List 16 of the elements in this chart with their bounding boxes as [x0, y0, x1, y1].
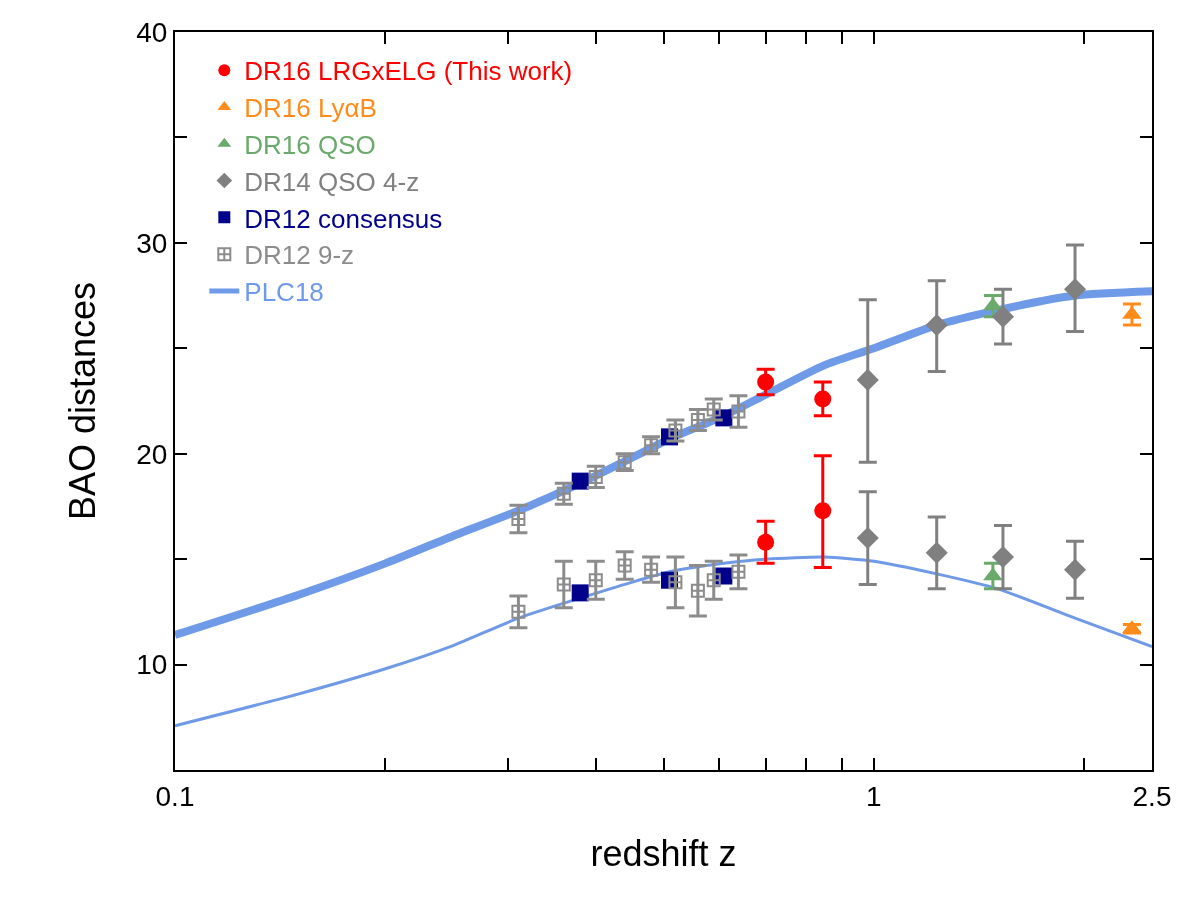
- legend-label: DR16 QSO: [244, 129, 376, 160]
- legend-label: PLC18: [244, 277, 324, 308]
- legend-label: DR16 LyαB: [244, 93, 377, 124]
- y-axis-title: BAO distances: [61, 281, 103, 521]
- legend-label: DR12 consensus: [244, 203, 443, 234]
- y-tick-label: 30: [136, 227, 168, 259]
- legend-label: DR12 9-z: [244, 240, 355, 271]
- x-tick-label: 1: [866, 780, 882, 812]
- y-tick-label: 20: [136, 438, 168, 470]
- legend-label: DR14 QSO 4-z: [244, 166, 420, 197]
- x-tick-label: 0.1: [155, 780, 195, 812]
- y-tick-label: 40: [136, 16, 168, 48]
- y-tick-label: 10: [136, 649, 168, 681]
- x-axis-title: redshift z: [590, 832, 737, 874]
- x-tick-label: 2.5: [1132, 780, 1172, 812]
- legend-label: DR16 LRGxELG (This work): [244, 56, 573, 87]
